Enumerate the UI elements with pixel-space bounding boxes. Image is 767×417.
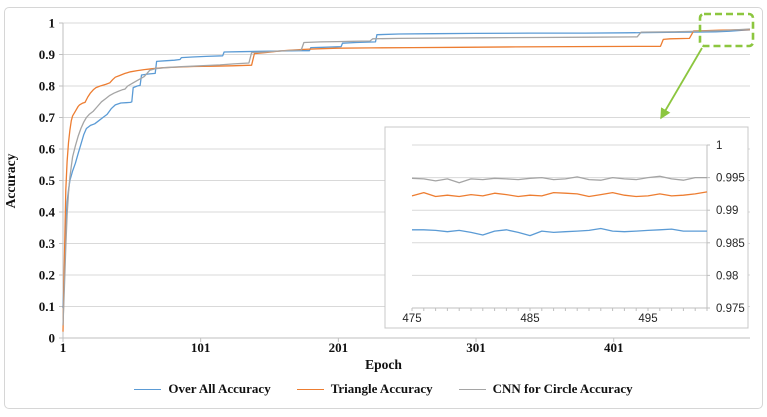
svg-text:1: 1	[60, 340, 67, 355]
svg-text:0.7: 0.7	[39, 110, 56, 125]
main-x-tick-labels: 1 101 201 301 401	[60, 340, 624, 355]
zoom-region-box	[698, 12, 755, 48]
svg-text:0.985: 0.985	[716, 238, 745, 250]
svg-text:1: 1	[716, 140, 722, 152]
svg-text:0.8: 0.8	[39, 79, 56, 94]
inset-series-line	[411, 191, 708, 198]
series-line	[62, 29, 751, 309]
inset-zoom-panel: 1 0.995 0.99 0.985 0.98 0.975 475 485 495	[384, 126, 749, 329]
main-series	[62, 28, 751, 332]
series-line	[62, 28, 751, 326]
zoom-callout-arrow	[660, 47, 703, 120]
main-axes	[59, 22, 750, 342]
svg-text:401: 401	[604, 340, 624, 355]
inset-series-line	[412, 227, 707, 237]
svg-text:0.975: 0.975	[716, 303, 745, 315]
legend-item-cnn-circle: CNN for Circle Accuracy	[458, 381, 633, 397]
svg-text:301: 301	[466, 340, 486, 355]
svg-text:0.4: 0.4	[39, 205, 56, 220]
svg-text:0: 0	[49, 331, 56, 346]
svg-text:0.995: 0.995	[716, 173, 745, 185]
svg-text:0.9: 0.9	[39, 47, 56, 62]
svg-text:201: 201	[329, 340, 349, 355]
legend-label-cnn-circle: CNN for Circle Accuracy	[492, 381, 633, 396]
svg-text:0.98: 0.98	[716, 270, 738, 282]
legend-item-triangle: Triangle Accuracy	[296, 381, 433, 397]
legend-item-overall: Over All Accuracy	[134, 381, 271, 397]
svg-text:0.99: 0.99	[716, 205, 738, 217]
svg-text:475: 475	[402, 313, 421, 325]
svg-text:485: 485	[520, 313, 539, 325]
zoom-callout	[660, 12, 755, 120]
series-line	[62, 28, 751, 332]
x-axis-title: Epoch	[365, 357, 402, 372]
svg-text:101: 101	[191, 340, 211, 355]
svg-text:0.2: 0.2	[39, 268, 55, 283]
svg-text:0.1: 0.1	[39, 299, 55, 314]
main-y-tick-labels: 1 0.9 0.8 0.7 0.6 0.5 0.4 0.3 0.2 0.1 0	[39, 16, 56, 346]
svg-text:495: 495	[638, 313, 657, 325]
y-axis-title: Accuracy	[3, 153, 18, 209]
legend-label-overall: Over All Accuracy	[168, 381, 271, 396]
legend: Over All Accuracy Triangle Accuracy CNN …	[0, 381, 767, 397]
svg-text:1: 1	[49, 16, 56, 31]
inset-series-line	[411, 175, 707, 184]
overall-accuracy-line-icon	[134, 388, 162, 390]
triangle-accuracy-line-icon	[296, 388, 324, 390]
svg-text:0.5: 0.5	[39, 173, 56, 188]
cnn-circle-accuracy-line-icon	[458, 388, 486, 390]
svg-text:0.3: 0.3	[39, 236, 56, 251]
svg-text:0.6: 0.6	[39, 142, 56, 157]
legend-label-triangle: Triangle Accuracy	[330, 381, 433, 396]
